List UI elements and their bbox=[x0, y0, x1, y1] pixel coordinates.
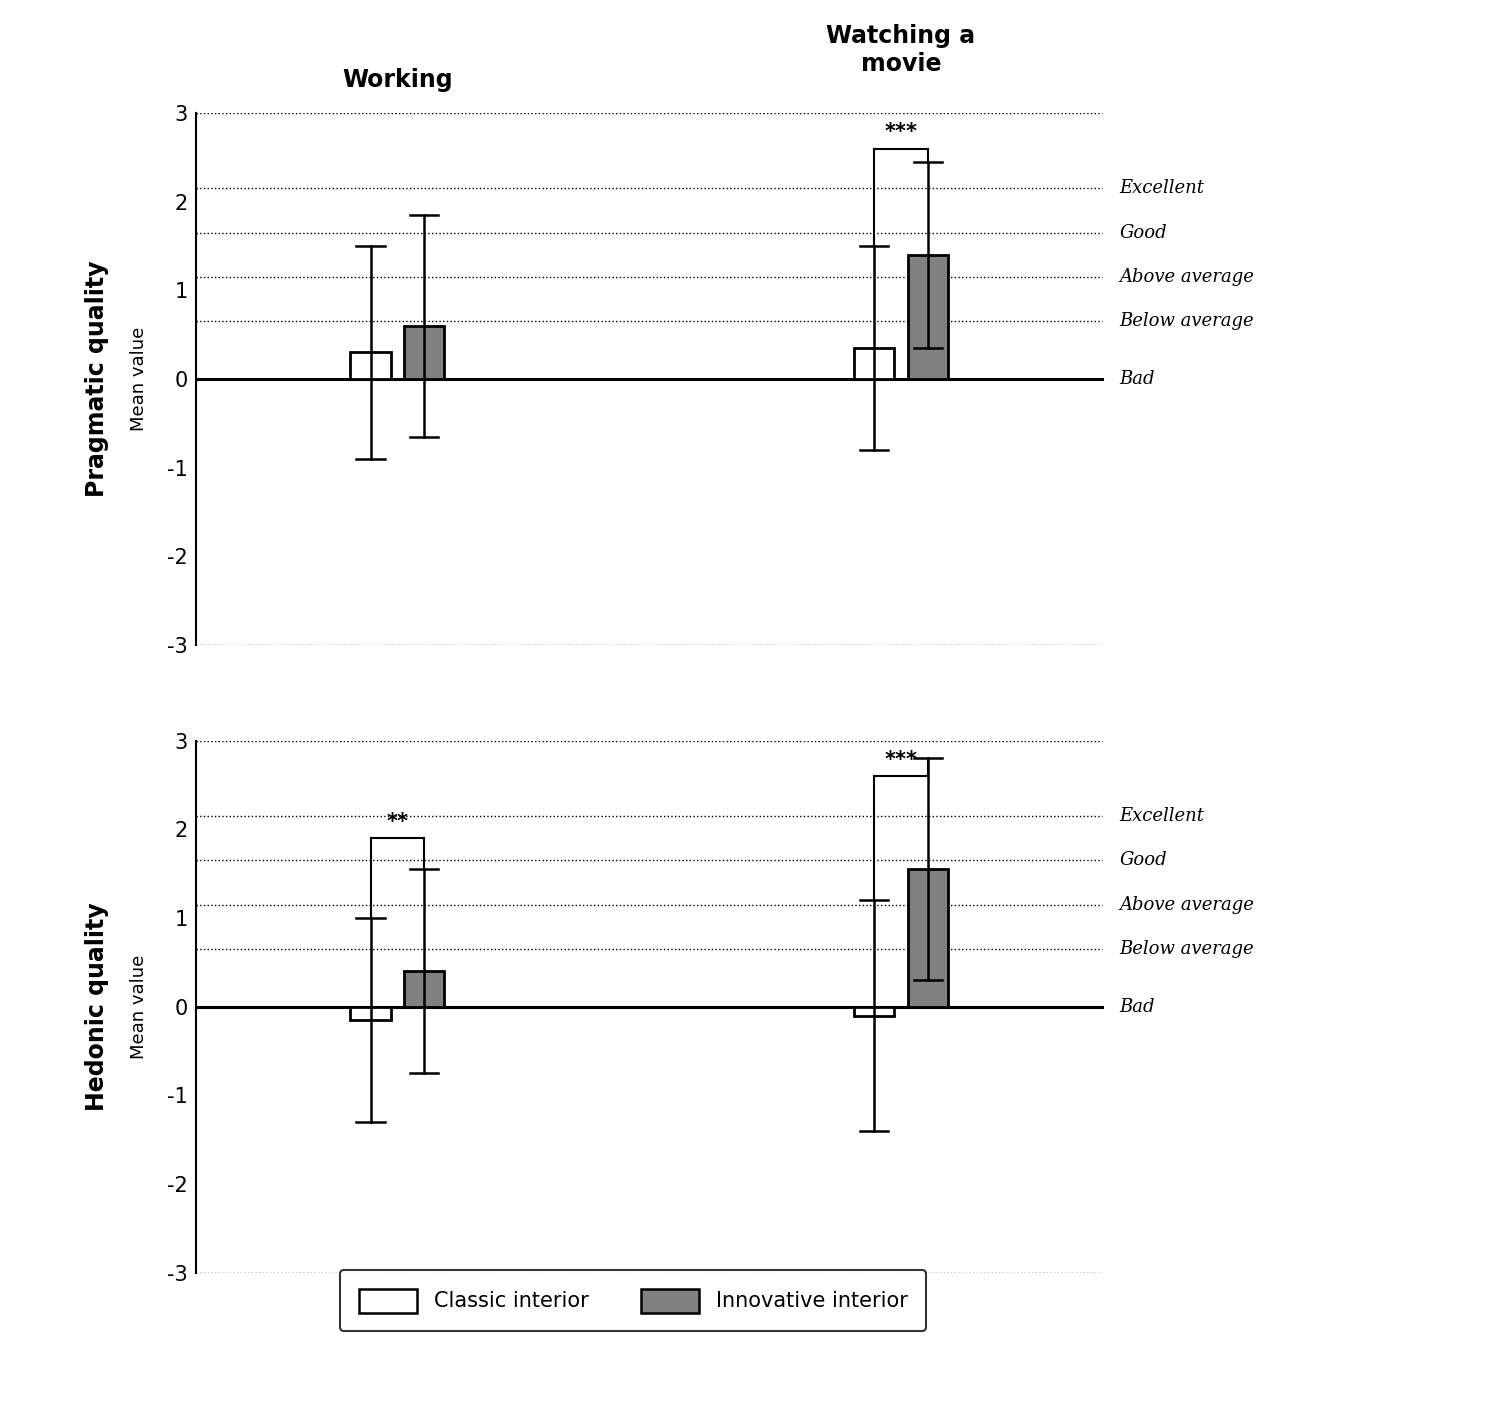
Bar bbox=[854, 348, 894, 379]
Text: Above average: Above average bbox=[1119, 895, 1255, 913]
Text: Pragmatic quality: Pragmatic quality bbox=[84, 260, 109, 498]
Bar bbox=[350, 1007, 391, 1019]
Bar bbox=[404, 971, 445, 1007]
Bar bbox=[854, 1007, 894, 1015]
Text: Below average: Below average bbox=[1119, 312, 1253, 331]
Text: Mean value: Mean value bbox=[130, 954, 148, 1059]
Text: Good: Good bbox=[1119, 851, 1167, 870]
Bar bbox=[908, 870, 949, 1007]
Text: Watching a
movie: Watching a movie bbox=[826, 24, 976, 76]
Text: **: ** bbox=[386, 812, 409, 831]
Text: Hedonic quality: Hedonic quality bbox=[84, 902, 109, 1111]
Text: ***: *** bbox=[884, 749, 917, 771]
Text: Below average: Below average bbox=[1119, 940, 1253, 959]
Text: Good: Good bbox=[1119, 223, 1167, 242]
Text: Mean value: Mean value bbox=[130, 327, 148, 431]
Text: Excellent: Excellent bbox=[1119, 807, 1203, 826]
Bar bbox=[350, 352, 391, 379]
Bar bbox=[908, 255, 949, 379]
Text: Excellent: Excellent bbox=[1119, 180, 1203, 198]
Bar bbox=[404, 325, 445, 379]
Text: Bad: Bad bbox=[1119, 998, 1155, 1015]
Legend: Classic interior, Innovative interior: Classic interior, Innovative interior bbox=[339, 1270, 926, 1332]
Text: Working: Working bbox=[342, 68, 452, 92]
Text: Above average: Above average bbox=[1119, 269, 1255, 286]
Text: ***: *** bbox=[884, 123, 917, 143]
Text: Bad: Bad bbox=[1119, 370, 1155, 387]
